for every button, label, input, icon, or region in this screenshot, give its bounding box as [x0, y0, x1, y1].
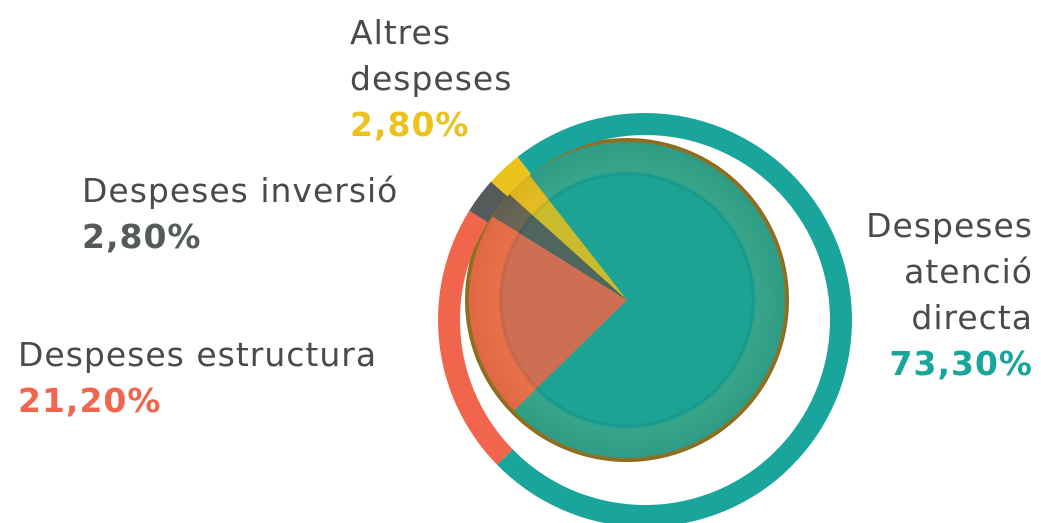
- value-label: 73,30%: [889, 344, 1033, 383]
- ring-segment: [438, 210, 513, 465]
- category-label: Despeses inversió: [82, 171, 399, 210]
- category-label: Altres despeses: [350, 13, 513, 98]
- pie-slice: [469, 216, 627, 411]
- category-label: Despeses estructura: [18, 335, 378, 374]
- pie-slice: [492, 194, 627, 300]
- pie: [469, 141, 786, 458]
- value-label: 2,80%: [82, 217, 202, 256]
- ring-segment: [469, 181, 508, 223]
- value-label: 21,20%: [18, 381, 162, 420]
- label-estructura: Despeses estructura 21,20%: [18, 332, 418, 424]
- ring-segment: [497, 113, 852, 523]
- label-altres: Altres despeses 2,80%: [350, 10, 513, 148]
- ring-segment: [491, 156, 532, 197]
- category-label: Despeses atenció directa: [866, 206, 1033, 337]
- value-label: 2,80%: [350, 105, 470, 144]
- label-inversio: Despeses inversió 2,80%: [82, 168, 442, 260]
- pie-slice: [514, 141, 786, 458]
- pie-slice: [509, 175, 627, 300]
- label-atencio: Despeses atenció directa 73,30%: [858, 203, 1033, 387]
- ring: [438, 113, 852, 523]
